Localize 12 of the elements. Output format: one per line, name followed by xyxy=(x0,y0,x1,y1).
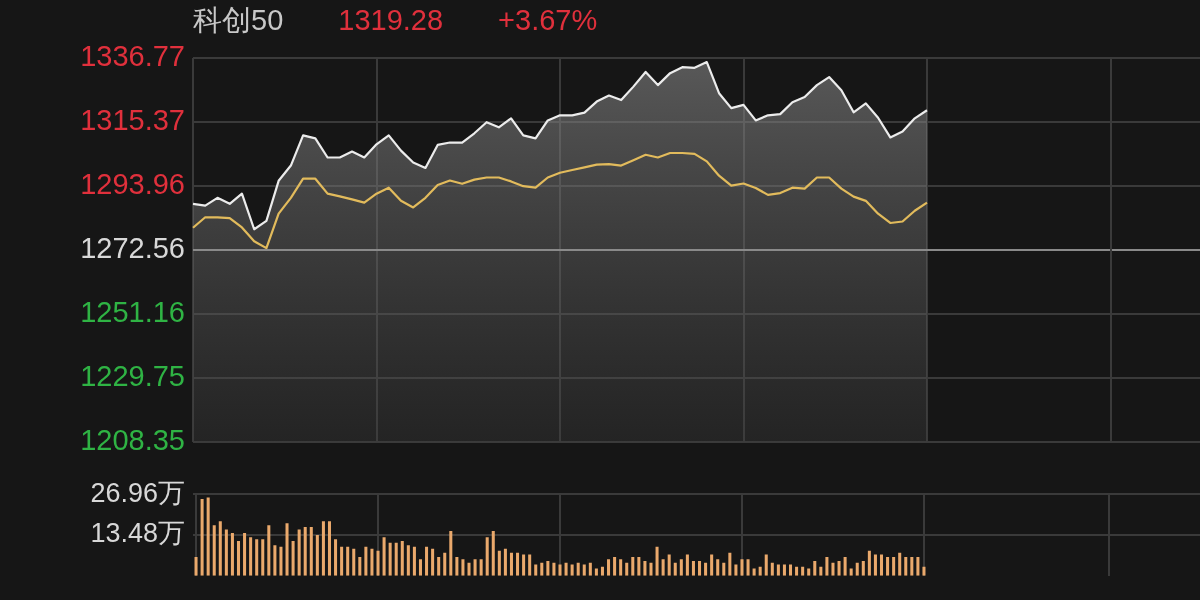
text: +3.67% xyxy=(498,3,598,38)
chart-title: 科创50 xyxy=(193,3,284,38)
y-tick-label: 1293.96 xyxy=(80,168,185,201)
y-tick-label: 1208.35 xyxy=(80,424,185,456)
text: 1319.28 xyxy=(338,3,444,38)
y-tick-label: 13.48万 xyxy=(90,518,185,549)
y-tick-label: 1229.75 xyxy=(80,360,185,393)
y-tick-label: 1272.56 xyxy=(80,232,185,264)
y-tick-label: 26.96万 xyxy=(90,477,185,508)
y-tick-label: 1336.77 xyxy=(80,40,185,72)
y-tick-label: 1315.37 xyxy=(80,103,185,136)
y-tick-label: 1251.16 xyxy=(80,295,185,328)
